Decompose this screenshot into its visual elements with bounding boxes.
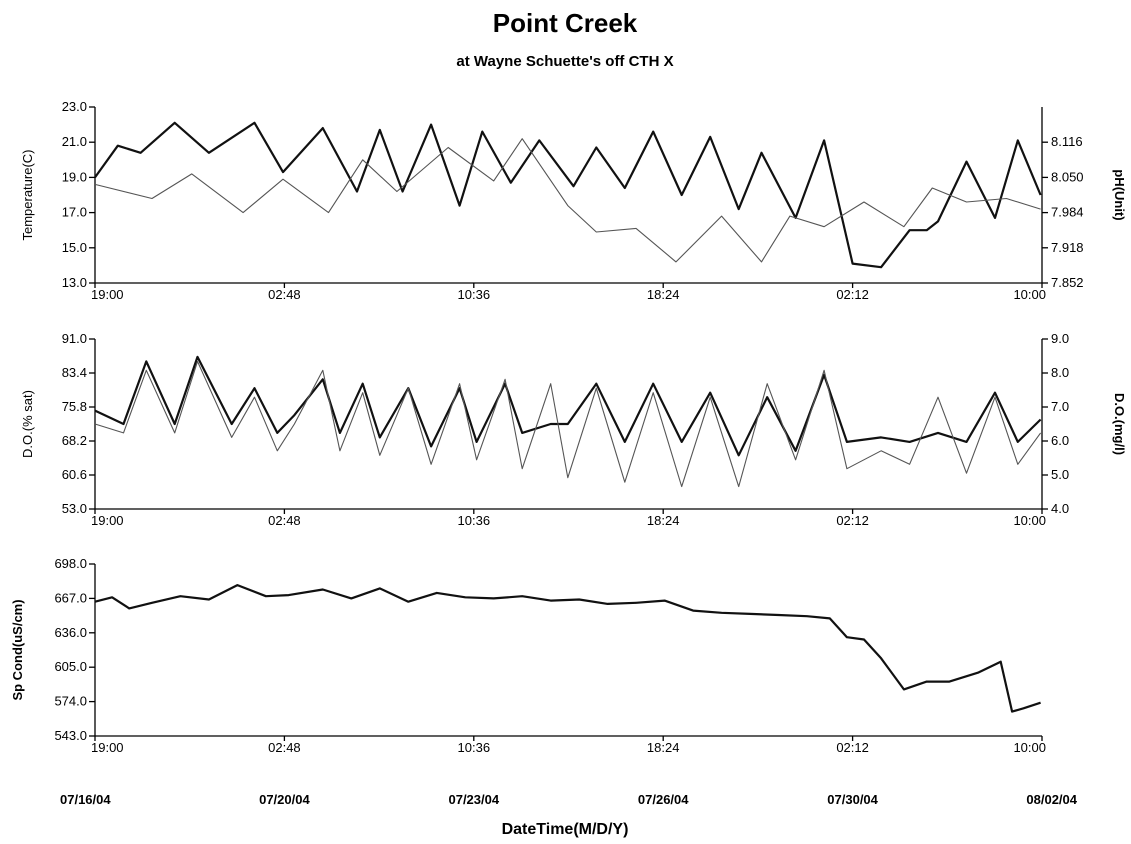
left-axis-label: Temperature(C): [20, 149, 35, 240]
x-tick-label: 19:00: [91, 513, 124, 528]
y-tick-label: 91.0: [62, 331, 87, 346]
x-tick-label: 02:48: [268, 740, 301, 755]
date-label: 07/30/04: [827, 792, 878, 807]
right-tick-label: 5.0: [1051, 467, 1069, 482]
y-tick-label: 53.0: [62, 501, 87, 516]
x-tick-label: 02:12: [836, 740, 869, 755]
left-axis-label: Sp Cond(uS/cm): [10, 599, 25, 700]
series-line-secondary: [94, 360, 1042, 488]
y-tick-label: 83.4: [62, 365, 87, 380]
y-tick-label: 68.2: [62, 433, 87, 448]
right-tick-label: 7.918: [1051, 240, 1084, 255]
date-label: 07/20/04: [259, 792, 310, 807]
x-tick-label: 10:00: [1013, 513, 1046, 528]
y-tick-label: 667.0: [54, 590, 87, 605]
temperature-ph-panel: 23.0 21.0 19.0 17.0 15.0 13.0 8.116 8.050 7.984 7…: [20, 99, 1127, 302]
x-tick-label: 02:12: [836, 287, 869, 302]
date-label: 07/23/04: [448, 792, 499, 807]
right-axis-label: pH(Unit): [1112, 169, 1127, 220]
series-line-primary: [94, 583, 1041, 713]
y-tick-label: 698.0: [54, 556, 87, 571]
series-line-primary: [94, 355, 1042, 457]
right-tick-label: 8.116: [1051, 134, 1083, 149]
y-tick-label: 17.0: [62, 205, 87, 220]
date-label: 07/26/04: [638, 792, 689, 807]
x-tick-label: 18:24: [647, 740, 680, 755]
right-tick-label: 7.0: [1051, 399, 1069, 414]
x-tick-label: 19:00: [91, 740, 124, 755]
x-tick-label: 18:24: [647, 287, 680, 302]
x-tick-label: 19:00: [91, 287, 124, 302]
right-tick-label: 7.984: [1051, 205, 1084, 220]
date-label: 07/16/04: [60, 792, 111, 807]
x-tick-label: 02:48: [268, 513, 301, 528]
y-tick-label: 574.0: [54, 694, 87, 709]
y-tick-label: 60.6: [62, 467, 87, 482]
x-tick-label: 18:24: [647, 513, 680, 528]
y-tick-label: 15.0: [62, 240, 87, 255]
chart-subtitle: at Wayne Schuette's off CTH X: [456, 53, 673, 70]
x-tick-label: 02:12: [836, 513, 869, 528]
right-tick-label: 7.852: [1051, 275, 1084, 290]
x-tick-label: 02:48: [268, 287, 301, 302]
y-tick-label: 23.0: [62, 99, 87, 114]
x-tick-label: 10:36: [458, 740, 491, 755]
dissolved-oxygen-panel: 91.0 83.4 75.8 68.2 60.6 53.0 9.0 8.0 7.0 6.0 5.0 4…: [20, 331, 1127, 528]
right-axis-label: D.O.(mg/l): [1112, 393, 1127, 455]
y-tick-label: 21.0: [62, 134, 87, 149]
y-tick-label: 13.0: [62, 275, 87, 290]
right-tick-label: 9.0: [1051, 331, 1069, 346]
x-axis-title: DateTime(M/D/Y): [502, 821, 629, 838]
date-label: 08/02/04: [1026, 792, 1077, 807]
y-tick-label: 605.0: [54, 659, 87, 674]
y-tick-label: 19.0: [62, 169, 87, 184]
x-tick-label: 10:36: [458, 513, 491, 528]
specific-conductance-panel: 698.0 667.0 636.0 605.0 574.0 543.0 Sp Cond(uS…: [10, 556, 1046, 755]
x-tick-label: 10:36: [458, 287, 491, 302]
series-line-secondary: [94, 138, 1041, 263]
right-tick-label: 6.0: [1051, 433, 1069, 448]
right-tick-label: 8.050: [1051, 169, 1084, 184]
chart-title: Point Creek: [493, 8, 638, 38]
right-tick-label: 4.0: [1051, 501, 1069, 516]
series-line-primary: [94, 121, 1042, 269]
x-tick-label: 10:00: [1013, 740, 1046, 755]
x-tick-label: 10:00: [1013, 287, 1046, 302]
y-tick-label: 636.0: [54, 625, 87, 640]
right-tick-label: 8.0: [1051, 365, 1069, 380]
left-axis-label: D.O.(% sat): [20, 390, 35, 458]
y-tick-label: 75.8: [62, 399, 87, 414]
date-labels: 07/16/04 07/20/04 07/23/04 07/26/04 07/30/04…: [60, 792, 1078, 807]
y-tick-label: 543.0: [54, 728, 87, 743]
